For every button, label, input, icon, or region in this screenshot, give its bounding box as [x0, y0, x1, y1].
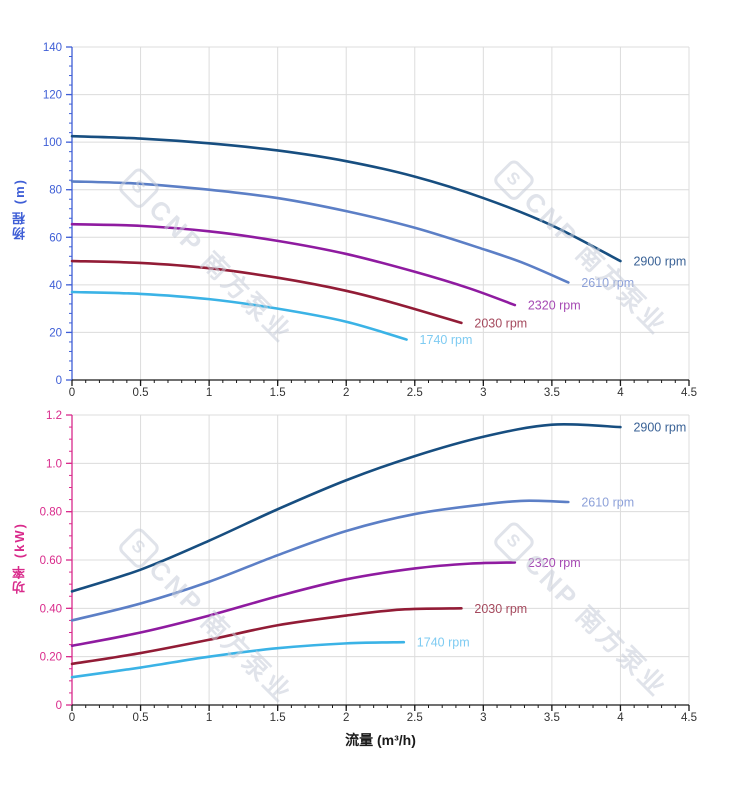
- y-tick-label: 140: [43, 42, 62, 54]
- x-tick-label: 4: [617, 712, 624, 724]
- series-label: 2320 rpm: [528, 299, 581, 313]
- y-tick-label: 100: [43, 137, 62, 149]
- series-curve: [70, 640, 406, 679]
- x-tick-label: 2: [343, 387, 349, 399]
- x-tick-label: 2.5: [407, 387, 423, 399]
- series-label: 1740 rpm: [417, 636, 470, 650]
- series-curve: [70, 607, 463, 666]
- x-tick-label: 1: [206, 712, 212, 724]
- y-tick-label: 0.40: [40, 603, 62, 615]
- y-tick-label: 0.20: [40, 652, 62, 664]
- x-tick-label: 3.5: [544, 387, 560, 399]
- series-curve: [70, 134, 622, 263]
- series-label: 2030 rpm: [474, 602, 527, 616]
- series-curve: [70, 222, 517, 307]
- series-label: 2030 rpm: [474, 316, 527, 330]
- x-tick-label: 0: [69, 712, 75, 724]
- x-tick-label: 0.5: [133, 712, 149, 724]
- y-tick-label: 40: [49, 280, 62, 292]
- x-tick-label: 1.5: [270, 712, 286, 724]
- x-tick-label: 3.5: [544, 712, 560, 724]
- x-tick-label: 1.5: [270, 387, 286, 399]
- y-tick-label: 80: [49, 185, 62, 197]
- series-label: 2320 rpm: [528, 556, 581, 570]
- series-label: 2610 rpm: [581, 276, 634, 290]
- x-tick-label: 1: [206, 387, 212, 399]
- series-curve: [70, 259, 463, 325]
- x-tick-label: 0.5: [133, 387, 149, 399]
- series-label: 2610 rpm: [581, 496, 634, 510]
- y-tick-label: 0.60: [40, 555, 62, 567]
- series-curve: [70, 180, 570, 284]
- series-curve: [70, 290, 408, 341]
- x-tick-label: 4.5: [681, 712, 697, 724]
- x-tick-label: 3: [480, 712, 486, 724]
- y-tick-label: 1.0: [46, 458, 62, 470]
- series-label: 2900 rpm: [633, 255, 686, 269]
- series-label: 2900 rpm: [633, 421, 686, 435]
- series-curve: [70, 561, 517, 648]
- flow-axis-title: 流量 (m³/h): [345, 732, 416, 748]
- x-tick-label: 2.5: [407, 712, 423, 724]
- head-axis-title: 扬程 (m): [12, 178, 27, 240]
- y-tick-label: 0.80: [40, 507, 62, 519]
- y-tick-label: 60: [49, 232, 62, 244]
- x-tick-label: 4.5: [681, 387, 697, 399]
- y-tick-label: 1.2: [46, 410, 62, 422]
- series-label: 1740 rpm: [420, 333, 473, 347]
- y-tick-label: 0: [56, 700, 62, 712]
- series-curve: [70, 422, 622, 593]
- power-axis-title: 功率 (kW): [12, 522, 27, 594]
- y-tick-label: 0: [56, 375, 62, 387]
- y-tick-label: 120: [43, 90, 62, 102]
- x-tick-label: 0: [69, 387, 75, 399]
- x-tick-label: 3: [480, 387, 486, 399]
- y-tick-label: 20: [49, 327, 62, 339]
- x-tick-label: 2: [343, 712, 349, 724]
- series-curve: [70, 499, 570, 622]
- x-tick-label: 4: [617, 387, 624, 399]
